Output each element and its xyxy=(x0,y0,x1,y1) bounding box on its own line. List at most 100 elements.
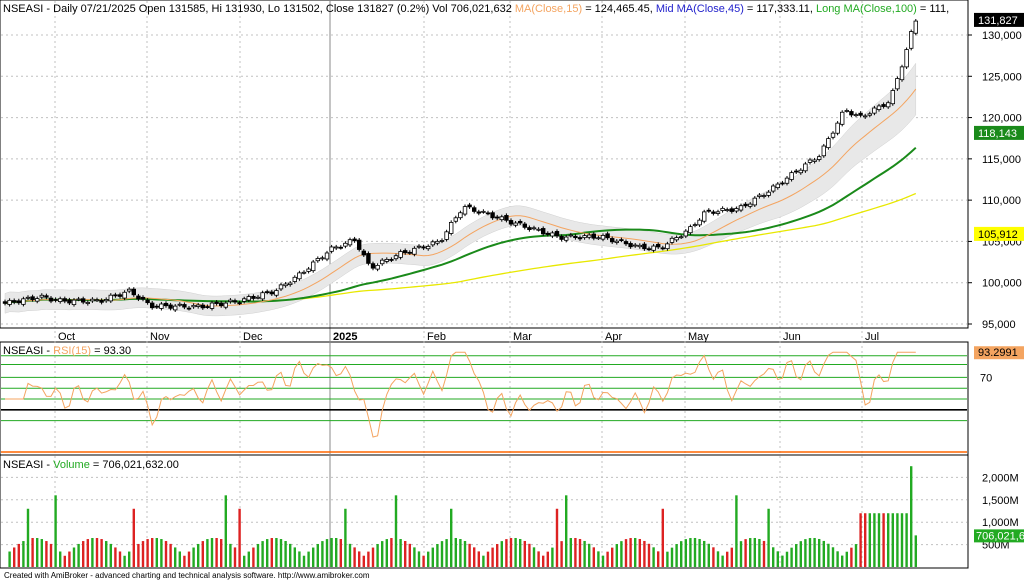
volume-bar xyxy=(40,539,43,567)
candle-body xyxy=(53,299,58,301)
candle-body xyxy=(71,299,77,306)
price-tick-label: 125,000 xyxy=(982,71,1022,83)
candle-body xyxy=(7,299,12,305)
volume-bar xyxy=(187,551,191,567)
candle-body xyxy=(21,298,26,305)
candle-body xyxy=(292,276,297,282)
volume-bar xyxy=(31,538,34,567)
volume-bar xyxy=(399,539,402,567)
candle-body xyxy=(527,227,532,231)
volume-bar xyxy=(657,551,660,567)
volume-bar xyxy=(440,541,444,567)
volume-bar xyxy=(900,513,904,567)
volume-bar xyxy=(808,538,812,567)
price-badge-label: 105,912 xyxy=(978,229,1018,241)
candle-body xyxy=(177,303,182,306)
volume-bar xyxy=(178,551,181,567)
volume-bar xyxy=(661,508,664,567)
candle-body xyxy=(246,296,251,301)
candle-body xyxy=(844,110,849,112)
candle-body xyxy=(605,233,610,239)
volume-bar xyxy=(670,547,674,567)
candle-body xyxy=(881,104,886,107)
volume-bar xyxy=(17,543,20,567)
volume-bar xyxy=(500,541,503,567)
volume-bar xyxy=(436,544,439,567)
candle-body xyxy=(725,209,730,212)
volume-bar xyxy=(615,544,618,567)
volume-bar xyxy=(698,538,701,567)
volume-bar xyxy=(335,538,338,567)
candle-body xyxy=(669,237,675,243)
candle-body xyxy=(531,227,537,230)
volume-bar xyxy=(597,551,600,567)
candle-body xyxy=(536,228,541,231)
volume-bar xyxy=(877,513,881,567)
volume-bar xyxy=(68,551,71,567)
volume-bar xyxy=(325,539,329,567)
candle-body xyxy=(412,247,417,255)
volume-bar xyxy=(528,543,531,567)
volume-bar xyxy=(496,544,499,567)
candle-body xyxy=(738,205,744,211)
volume-bar xyxy=(192,547,195,567)
x-tick-label: Nov xyxy=(150,331,170,343)
volume-bar xyxy=(693,537,697,567)
volume-bar xyxy=(118,551,122,567)
candle-body xyxy=(99,299,104,303)
volume-bar xyxy=(298,551,301,567)
volume-bar xyxy=(606,551,609,567)
rsi-header: NSEASI - RSI(15) = 93.30 xyxy=(3,345,131,357)
candle-body xyxy=(711,211,716,214)
volume-bar xyxy=(210,538,214,567)
volume-bar xyxy=(804,539,807,567)
volume-bar xyxy=(376,543,379,567)
volume-bar xyxy=(850,547,853,567)
candle-body xyxy=(444,231,449,240)
candle-body xyxy=(614,240,619,243)
volume-bar xyxy=(270,538,273,567)
volume-bar xyxy=(22,541,25,567)
volume-bar xyxy=(275,538,278,567)
volume-bar xyxy=(183,555,186,567)
volume-bar xyxy=(790,547,793,567)
volume-bar xyxy=(197,543,200,567)
volume-bar xyxy=(896,513,899,567)
candle-body xyxy=(798,169,803,174)
candle-body xyxy=(826,138,831,149)
volume-bar xyxy=(72,547,76,567)
candle-body xyxy=(600,234,606,240)
candle-body xyxy=(876,105,882,110)
volume-bar xyxy=(864,513,867,567)
rsi-badge-label: 93.2991 xyxy=(978,347,1018,359)
volume-bar xyxy=(555,508,559,567)
volume-tick-label: 500M xyxy=(982,540,1010,552)
volume-bar xyxy=(477,551,480,567)
candle-body xyxy=(471,207,477,212)
volume-bar xyxy=(468,543,471,567)
price-header: NSEASI - Daily 07/21/2025 Open 131585, H… xyxy=(3,3,949,15)
candle-body xyxy=(610,238,615,243)
x-tick-label: Jun xyxy=(783,331,801,343)
volume-bar xyxy=(302,555,306,567)
volume-bar xyxy=(514,537,517,567)
price-tick-label: 130,000 xyxy=(982,30,1022,42)
candle-body xyxy=(789,172,794,180)
volume-tick-label: 1,000M xyxy=(982,517,1019,529)
volume-badge-label: 706,021,6 xyxy=(976,530,1024,542)
volume-bars xyxy=(8,466,917,567)
candle-body xyxy=(149,302,155,309)
volume-bar xyxy=(799,541,802,567)
candle-body xyxy=(807,159,813,163)
volume-bar xyxy=(910,466,913,567)
candle-body xyxy=(702,211,707,222)
volume-bar xyxy=(128,551,131,567)
candle-body xyxy=(145,299,150,304)
candle-body xyxy=(453,217,458,222)
volume-bar xyxy=(795,544,798,567)
candle-body xyxy=(214,301,219,304)
candle-body xyxy=(435,240,440,244)
candle-body xyxy=(890,90,895,105)
candle-body xyxy=(573,235,578,239)
